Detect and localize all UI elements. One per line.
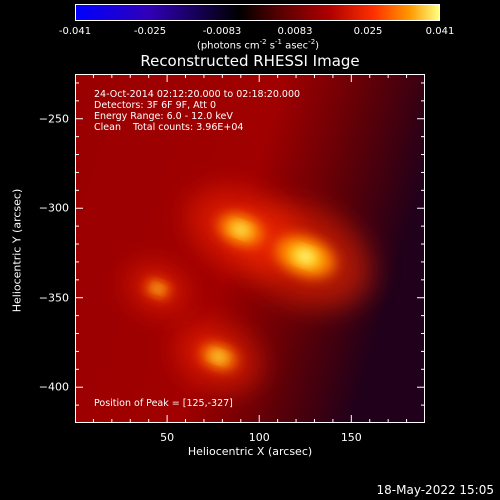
source-core — [295, 249, 316, 264]
plot-frame — [75, 74, 425, 423]
unit-text: s — [266, 40, 276, 52]
plot-date-stamp: 18-May-2022 15:05 — [376, 483, 494, 497]
unit-exponent: -2 — [308, 38, 316, 46]
annotation-time-range: 24-Oct-2014 02:12:20.000 to 02:18:20.000 — [94, 89, 301, 100]
unit-exponent: -2 — [259, 38, 267, 46]
colorbar — [75, 4, 440, 21]
y-axis-label: Heliocentric Y (arcsec) — [10, 188, 24, 313]
y-tick-label: −250 — [38, 112, 69, 126]
colorbar-tick-label: -0.041 — [58, 26, 92, 37]
y-tick-label: −400 — [38, 380, 69, 394]
x-axis-label: Heliocentric X (arcsec) — [187, 445, 313, 458]
colorbar-tick-label: 0.025 — [353, 26, 383, 37]
axis-frame — [75, 74, 425, 423]
unit-text: (photons cm — [196, 40, 260, 52]
colorbar-tick-label: -0.0083 — [202, 26, 242, 37]
chart-title: Reconstructed RHESSI Image — [140, 52, 360, 70]
annotation-algorithm-counts: Clean Total counts: 3.96E+04 — [94, 122, 244, 133]
colorbar-tick-label: 0.041 — [425, 26, 455, 37]
heatmap-emission-layer — [128, 188, 372, 391]
x-tick-label: 100 — [248, 431, 270, 444]
colorbar-tick-label: -0.025 — [133, 26, 167, 37]
colorbar-unit-label: (photons cm-2 s-1 asec-2) — [197, 38, 319, 51]
unit-text: ) — [315, 40, 320, 52]
x-tick-label: 150 — [340, 431, 362, 444]
y-tick-label: −300 — [38, 201, 69, 215]
source-core — [233, 224, 249, 236]
source-core — [153, 285, 163, 292]
unit-exponent: -1 — [275, 38, 283, 46]
unit-text: asec — [282, 40, 309, 52]
annotation-energy-range: Energy Range: 6.0 - 12.0 keV — [94, 111, 233, 122]
y-tick-label: −350 — [38, 291, 69, 305]
heatmap-plot-area — [75, 74, 425, 423]
x-tick-label: 50 — [160, 431, 175, 444]
colorbar-tick-label: 0.0083 — [277, 26, 313, 37]
annotation-detectors: Detectors: 3F 6F 9F, Att 0 — [94, 100, 217, 111]
source-core — [212, 352, 225, 362]
annotation-peak-position: Position of Peak = [125,-327] — [94, 398, 233, 409]
